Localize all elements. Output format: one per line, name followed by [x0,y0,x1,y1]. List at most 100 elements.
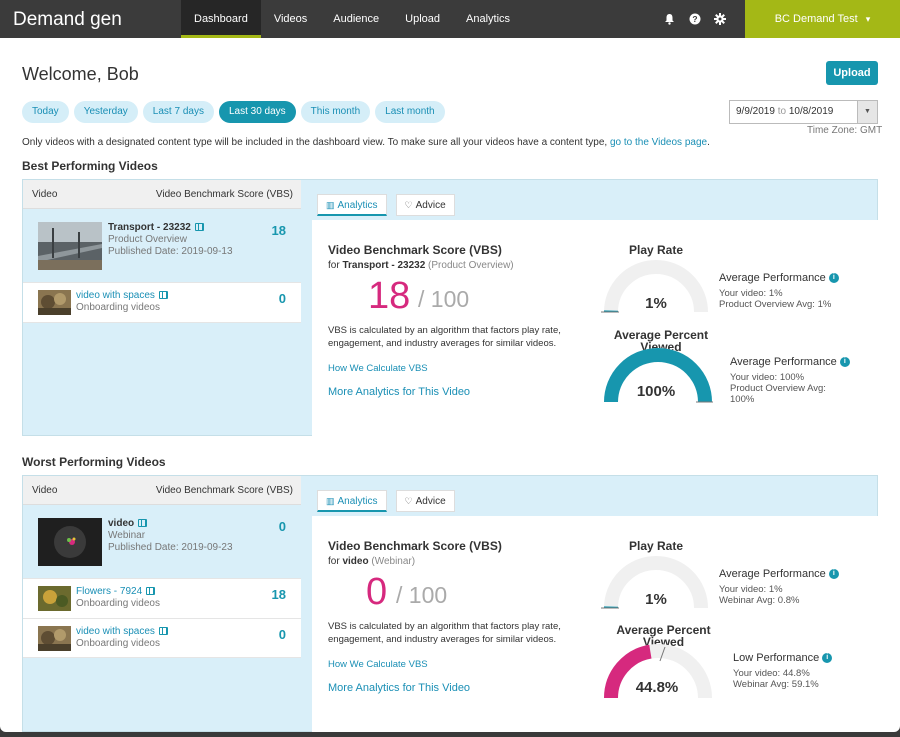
pill-last-month[interactable]: Last month [375,101,445,123]
notice-text: Only videos with a designated content ty… [22,137,608,148]
video-title[interactable]: Transport - 23232 [108,222,204,233]
col-video: Video [32,484,58,496]
nav-audience[interactable]: Audience [333,13,380,25]
tab-analytics[interactable]: ▥ Analytics [317,490,387,512]
viewed-value: 100% [636,383,676,400]
date-range-picker[interactable]: 9/9/2019 to 10/8/2019 ▼ [729,100,878,124]
worst-panel: Video Video Benchmark Score (VBS) video … [22,475,878,732]
film-icon [146,587,156,596]
video-score: 0 [278,291,286,306]
app-title: Demand gen [13,9,122,30]
vbs-subtitle: for video (Webinar) [328,556,416,567]
bell-icon[interactable] [657,0,682,38]
video-title[interactable]: video [108,518,148,529]
play-rate-avg: Product Overview Avg: 1% [719,299,832,310]
tab-analytics[interactable]: ▥ Analytics [317,194,387,216]
vbs-description: VBS is calculated by an algorithm that f… [328,621,561,645]
video-score: 0 [278,627,286,642]
account-menu[interactable]: BC Demand Test ▾ [745,0,900,38]
col-score: Video Benchmark Score (VBS) [155,484,293,496]
worst-analytics-card: Video Benchmark Score (VBS) for video (W… [312,516,878,732]
list-item[interactable]: video with spaces Onboarding videos 0 [23,283,301,323]
date-presets: Today Yesterday Last 7 days Last 30 days… [22,101,445,123]
film-icon [158,291,168,300]
viewed-gauge [604,644,712,699]
viewed-yours: Your video: 100% [730,372,805,383]
list-item[interactable]: video Webinar Published Date: 2019-09-23… [23,505,301,579]
video-published: Published Date: 2019-09-23 [108,542,233,553]
nav-dashboard[interactable]: Dashboard [181,0,261,38]
main-content: Welcome, Bob Upload Today Yesterday Last… [0,38,900,732]
main-nav: Dashboard Videos Audience Upload Analyti… [181,0,523,38]
tab-advice[interactable]: ♡ Advice [395,490,455,512]
pill-this-month[interactable]: This month [300,101,371,123]
timezone-label: Time Zone: GMT [807,125,883,136]
viewed-gauge [604,348,713,403]
col-video: Video [32,188,58,200]
svg-text:?: ? [692,14,697,24]
best-panel: Video Video Benchmark Score (VBS) Transp… [22,179,878,436]
pill-last-30-days[interactable]: Last 30 days [218,101,296,123]
viewed-avg-label: Product Overview Avg: [730,383,826,394]
how-vbs-link[interactable]: How We Calculate VBS [328,659,428,670]
chevron-down-icon: ▾ [865,14,871,24]
gear-icon[interactable] [707,0,732,38]
upload-button[interactable]: Upload [826,61,878,85]
play-rate-gauge [601,260,708,313]
bar-chart-icon: ▥ [326,200,335,210]
nav-videos[interactable]: Videos [273,13,308,25]
video-type: Webinar [108,530,146,541]
how-vbs-link[interactable]: How We Calculate VBS [328,363,428,374]
video-title[interactable]: Flowers - 7924 [76,586,156,597]
video-thumbnail [38,518,102,566]
play-rate-gauge [601,556,708,609]
date-to-word: to [777,106,787,117]
video-type: Onboarding videos [76,638,160,649]
worst-section-title: Worst Performing Videos [22,455,166,469]
pill-today[interactable]: Today [22,101,69,123]
viewed-yours: Your video: 44.8% [733,668,810,679]
account-label: BC Demand Test [774,13,858,25]
content-type-notice: Only videos with a designated content ty… [22,137,710,148]
play-rate-title: Play Rate [628,243,684,257]
worst-list-header: Video Video Benchmark Score (VBS) [23,476,301,505]
video-thumbnail [38,626,71,651]
viewed-title: Average Percent Viewed [616,623,711,649]
video-score: 18 [271,223,286,238]
info-icon[interactable]: i [839,357,850,368]
list-item[interactable]: Flowers - 7924 Onboarding videos 18 [23,579,301,619]
worst-video-list: Video Video Benchmark Score (VBS) video … [23,476,301,731]
nav-analytics[interactable]: Analytics [466,13,511,25]
video-title[interactable]: video with spaces [76,626,168,637]
film-icon [194,223,204,232]
video-thumbnail [38,586,71,611]
more-analytics-link[interactable]: More Analytics for This Video [328,386,471,398]
vbs-denominator: / 100 [418,286,470,312]
best-section-title: Best Performing Videos [22,159,158,173]
viewed-avg: Webinar Avg: 59.1% [733,679,819,690]
videos-page-link[interactable]: go to the Videos page [609,137,708,148]
best-video-list: Video Video Benchmark Score (VBS) Transp… [23,180,301,435]
info-icon[interactable]: i [822,653,833,664]
vbs-score: 18 [368,275,411,317]
video-thumbnail [38,290,71,315]
info-icon[interactable]: i [828,273,839,284]
pill-last-7-days[interactable]: Last 7 days [142,101,214,123]
help-icon[interactable]: ? [682,0,707,38]
more-analytics-link[interactable]: More Analytics for This Video [328,682,471,694]
play-rate-performance: Average Performance i [719,568,839,580]
nav-upload[interactable]: Upload [405,13,440,25]
caret-down-icon[interactable]: ▼ [857,101,877,123]
play-rate-avg: Webinar Avg: 0.8% [719,595,800,606]
viewed-avg-value: 100% [730,394,755,405]
list-item[interactable]: Transport - 23232 Product Overview Publi… [23,209,301,283]
list-item[interactable]: video with spaces Onboarding videos 0 [23,619,301,658]
play-rate-performance: Average Performance i [719,272,839,284]
video-score: 18 [271,587,286,602]
info-icon[interactable]: i [828,569,839,580]
video-title[interactable]: video with spaces [76,290,168,301]
viewed-performance: Average Performance i [730,356,850,368]
vbs-title: Video Benchmark Score (VBS) [328,539,502,553]
tab-advice[interactable]: ♡ Advice [395,194,455,216]
pill-yesterday[interactable]: Yesterday [73,101,138,123]
